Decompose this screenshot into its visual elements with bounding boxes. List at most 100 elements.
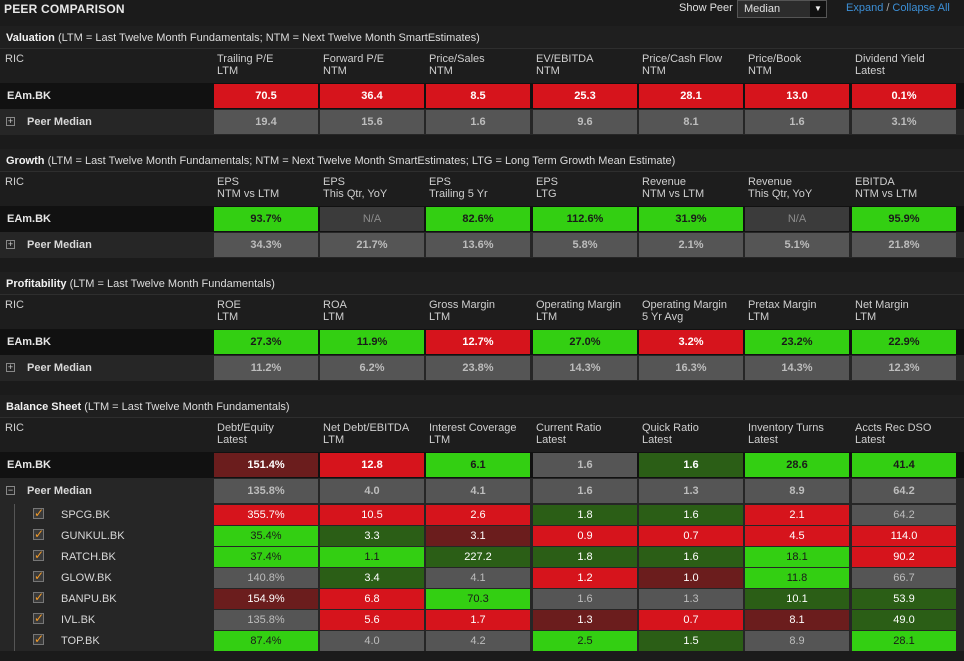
- column-period: LTM: [429, 434, 451, 446]
- peer-median-row[interactable]: + Peer Median 11.2% 6.2% 23.8% 14.3% 16.3% 14.3…: [0, 355, 964, 381]
- metric-cell: 11.9%: [320, 330, 424, 354]
- column-header[interactable]: Gross Margin LTM: [426, 299, 530, 323]
- column-header[interactable]: Interest Coverage LTM: [426, 422, 530, 446]
- expand-icon[interactable]: +: [6, 362, 15, 372]
- column-header[interactable]: Price/Sales NTM: [426, 53, 530, 77]
- column-header[interactable]: EPS LTG: [533, 176, 637, 200]
- peer-cell: 10.1: [745, 589, 849, 609]
- column-title: Net Debt/EBITDA: [323, 422, 410, 434]
- column-header[interactable]: Accts Rec DSO Latest: [852, 422, 956, 446]
- peer-cell: 1.8: [533, 547, 637, 567]
- peer-cell: 1.0: [639, 568, 743, 588]
- column-title: Price/Sales: [429, 53, 485, 65]
- column-title: EPS: [323, 176, 346, 188]
- metric-cell: 28.6: [745, 453, 849, 477]
- peer-cell: 140.8%: [214, 568, 318, 588]
- column-header[interactable]: EBITDA NTM vs LTM: [852, 176, 956, 200]
- column-title: Debt/Equity: [217, 422, 274, 434]
- peer-checkbox[interactable]: [33, 569, 44, 583]
- expand-icon[interactable]: +: [6, 116, 15, 126]
- column-period: LTM: [429, 311, 451, 323]
- column-header[interactable]: Price/Book NTM: [745, 53, 849, 77]
- column-header[interactable]: Operating Margin 5 Yr Avg: [639, 299, 743, 323]
- peer-checkbox[interactable]: [33, 527, 44, 541]
- collapse-all-link[interactable]: Collapse All: [892, 2, 950, 14]
- column-period: Latest: [642, 434, 672, 446]
- peer-median-row[interactable]: + Peer Median 19.4 15.6 1.6 9.6 8.1 1.6 3.1%: [0, 109, 964, 135]
- peer-median-row[interactable]: + Peer Median 34.3% 21.7% 13.6% 5.8% 2.1% 5.1% 2…: [0, 232, 964, 258]
- section-title: Growth: [6, 155, 45, 167]
- peer-median-row[interactable]: − Peer Median 135.8% 4.0 4.1 1.6 1.3 8.9 64.2: [0, 478, 964, 504]
- peer-checkbox[interactable]: [33, 611, 44, 625]
- column-header[interactable]: Inventory Turns Latest: [745, 422, 849, 446]
- column-header[interactable]: Net Margin LTM: [852, 299, 956, 323]
- peer-checkbox[interactable]: [33, 548, 44, 562]
- peer-median-label: Peer Median: [27, 239, 92, 251]
- column-title: Revenue: [748, 176, 793, 188]
- column-title: Net Margin: [855, 299, 909, 311]
- column-header[interactable]: Price/Cash Flow NTM: [639, 53, 743, 77]
- column-header[interactable]: ROE LTM: [214, 299, 318, 323]
- column-header[interactable]: Dividend Yield Latest: [852, 53, 956, 77]
- peer-cell: 90.2: [852, 547, 956, 567]
- column-header[interactable]: Revenue NTM vs LTM: [639, 176, 743, 200]
- column-header[interactable]: EPS Trailing 5 Yr: [426, 176, 530, 200]
- column-header[interactable]: Forward P/E NTM: [320, 53, 424, 77]
- column-title: EBITDA: [855, 176, 895, 188]
- column-period: NTM: [642, 65, 666, 77]
- tree-connector: [14, 525, 15, 546]
- collapse-icon[interactable]: −: [6, 485, 15, 495]
- column-period: Latest: [217, 434, 247, 446]
- column-period: LTM: [323, 434, 345, 446]
- peer-cell: 2.6: [426, 505, 530, 525]
- column-header[interactable]: Revenue This Qtr, YoY: [745, 176, 849, 200]
- column-title: Trailing P/E: [217, 53, 274, 65]
- peer-checkbox[interactable]: [33, 590, 44, 604]
- column-period: Latest: [855, 65, 885, 77]
- column-header[interactable]: Pretax Margin LTM: [745, 299, 849, 323]
- column-header[interactable]: EV/EBITDA NTM: [533, 53, 637, 77]
- metric-cell: 36.4: [320, 84, 424, 108]
- ric-header: RIC: [5, 299, 24, 311]
- column-header[interactable]: Debt/Equity Latest: [214, 422, 318, 446]
- peer-cell: 1.3: [639, 589, 743, 609]
- column-title: Price/Cash Flow: [642, 53, 723, 65]
- column-header[interactable]: Quick Ratio Latest: [639, 422, 743, 446]
- expand-link[interactable]: Expand: [846, 2, 884, 14]
- show-peer-select[interactable]: Median ▼: [737, 0, 827, 18]
- column-header[interactable]: Operating Margin LTM: [533, 299, 637, 323]
- column-title: Operating Margin: [536, 299, 621, 311]
- median-cell: 9.6: [533, 110, 637, 134]
- column-period: Latest: [536, 434, 566, 446]
- peer-cell: 6.8: [320, 589, 424, 609]
- column-header[interactable]: Current Ratio Latest: [533, 422, 637, 446]
- expand-icon[interactable]: +: [6, 239, 15, 249]
- column-period: LTM: [855, 311, 877, 323]
- column-header-row: RIC ROE LTM ROA LTM Gross Margin LTM Operating …: [0, 294, 964, 329]
- column-period: 5 Yr Avg: [642, 311, 684, 323]
- column-header[interactable]: EPS NTM vs LTM: [214, 176, 318, 200]
- peer-cell: 2.1: [745, 505, 849, 525]
- peer-checkbox[interactable]: [33, 506, 44, 520]
- section-note: (LTM = Last Twelve Month Fundamentals; N…: [57, 32, 480, 44]
- median-cell: 1.6: [426, 110, 530, 134]
- median-cell: 16.3%: [639, 356, 743, 380]
- column-header[interactable]: Trailing P/E LTM: [214, 53, 318, 77]
- chevron-down-icon[interactable]: ▼: [810, 1, 826, 17]
- column-header[interactable]: Net Debt/EBITDA LTM: [320, 422, 424, 446]
- metric-cell: 151.4%: [214, 453, 318, 477]
- peer-cell: 4.0: [320, 631, 424, 651]
- peer-cell: 49.0: [852, 610, 956, 630]
- peer-checkbox[interactable]: [33, 632, 44, 646]
- column-header[interactable]: ROA LTM: [320, 299, 424, 323]
- column-header-row: RIC EPS NTM vs LTM EPS This Qtr, YoY EPS Trail…: [0, 171, 964, 206]
- median-cell: 1.6: [745, 110, 849, 134]
- column-period: NTM vs LTM: [217, 188, 280, 200]
- column-period: LTM: [217, 311, 239, 323]
- metric-cell: 27.0%: [533, 330, 637, 354]
- column-period: LTG: [536, 188, 557, 200]
- peer-cell: 5.6: [320, 610, 424, 630]
- column-header[interactable]: EPS This Qtr, YoY: [320, 176, 424, 200]
- peer-median-label: Peer Median: [27, 485, 92, 497]
